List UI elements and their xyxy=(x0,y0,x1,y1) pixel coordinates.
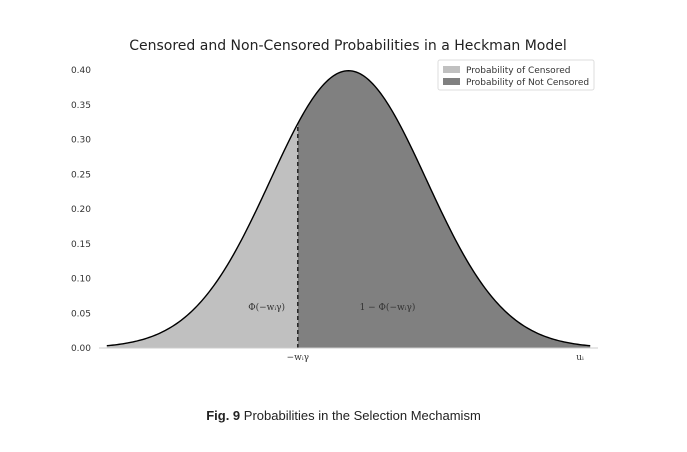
figure-caption: Fig. 9 Probabilities in the Selection Me… xyxy=(0,408,687,423)
y-tick-label: 0.15 xyxy=(71,240,91,250)
legend-swatch xyxy=(443,78,460,85)
caption-label: Fig. 9 xyxy=(206,408,241,423)
density-curve xyxy=(106,70,591,347)
chart-title: Censored and Non-Censored Probabilities … xyxy=(129,38,567,54)
plot-area: 0.00 0.05 0.10 0.15 0.20 0.25 0.30 0.35 0.40 −wᵢγ… xyxy=(71,66,598,363)
density-chart: Censored and Non-Censored Probabilities … xyxy=(71,38,598,363)
y-tick-label: 0.25 xyxy=(71,170,91,180)
legend-box xyxy=(437,59,595,91)
y-tick-label: 0.00 xyxy=(71,344,91,354)
x-axis-end-label: uᵢ xyxy=(576,353,584,363)
legend: Probability of Censored Probability of No… xyxy=(437,59,595,91)
y-tick-label: 0.10 xyxy=(71,275,91,285)
y-tick-label: 0.40 xyxy=(71,66,91,76)
y-tick-label: 0.20 xyxy=(71,205,91,215)
y-tick-label: 0.05 xyxy=(71,309,91,319)
censored-area xyxy=(106,123,298,348)
censored-annotation: Φ(−wᵢγ) xyxy=(248,302,285,313)
threshold-label: −wᵢγ xyxy=(287,353,309,363)
not-censored-annotation: 1 − Φ(−wᵢγ) xyxy=(360,302,416,313)
legend-label: Probability of Not Censored xyxy=(466,78,589,88)
not-censored-area xyxy=(297,70,591,349)
y-tick-label: 0.30 xyxy=(71,136,91,146)
caption-text: Probabilities in the Selection Mechamism xyxy=(243,408,481,423)
legend-label: Probability of Censored xyxy=(466,66,570,76)
y-tick-label: 0.35 xyxy=(71,101,91,111)
legend-swatch xyxy=(443,66,460,73)
